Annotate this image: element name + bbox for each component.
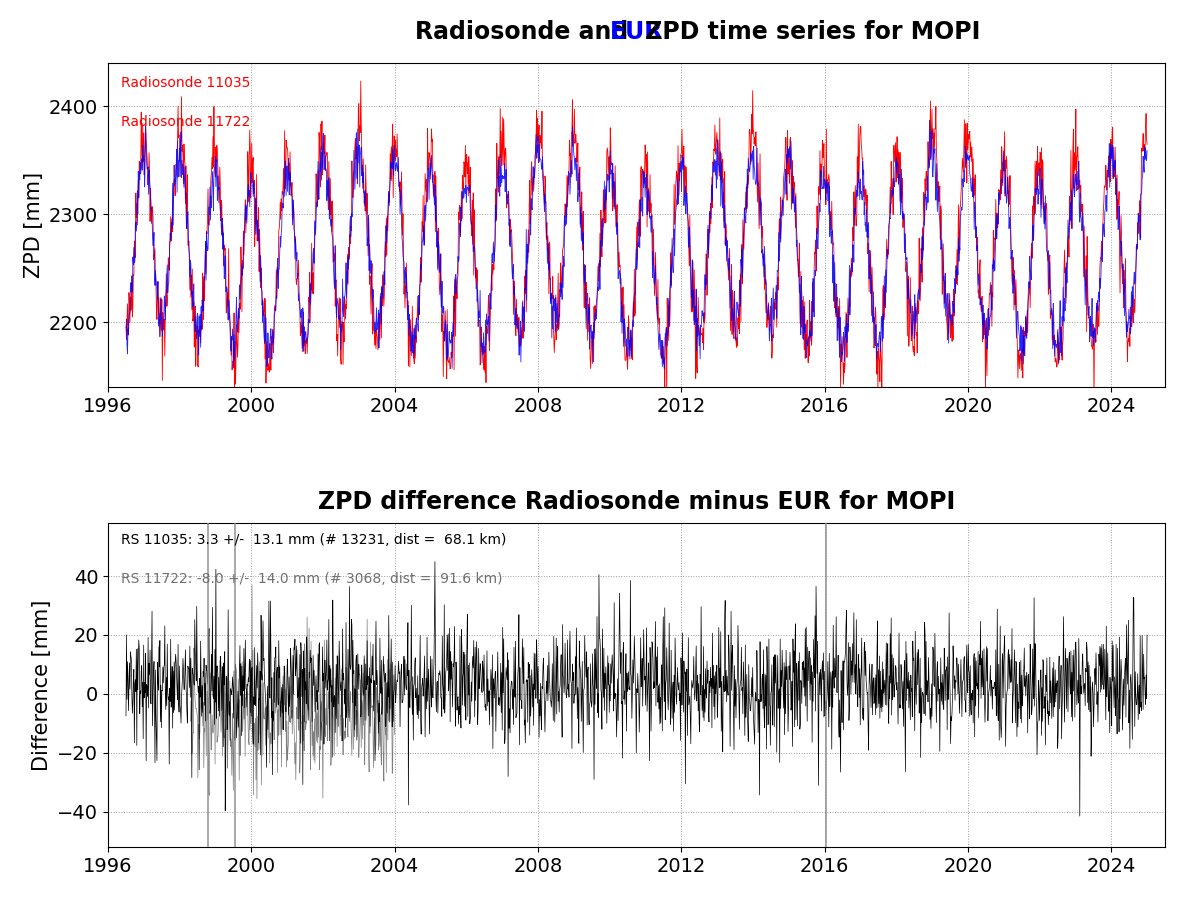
Text: Radiosonde and: Radiosonde and: [416, 20, 637, 43]
Title: ZPD difference Radiosonde minus EUR for MOPI: ZPD difference Radiosonde minus EUR for …: [318, 490, 955, 514]
Text: Radiosonde 11722: Radiosonde 11722: [121, 115, 250, 129]
Y-axis label: Difference [mm]: Difference [mm]: [31, 599, 52, 770]
Text: RS 11722: -8.0 +/-  14.0 mm (# 3068, dist =  91.6 km): RS 11722: -8.0 +/- 14.0 mm (# 3068, dist…: [121, 571, 502, 586]
Text: EUR: EUR: [610, 20, 663, 43]
Text: Radiosonde 11035: Radiosonde 11035: [121, 76, 250, 90]
Y-axis label: ZPD [mm]: ZPD [mm]: [24, 172, 43, 278]
Text: RS 11035: 3.3 +/-  13.1 mm (# 13231, dist =  68.1 km): RS 11035: 3.3 +/- 13.1 mm (# 13231, dist…: [121, 532, 506, 547]
Text: ZPD time series for MOPI: ZPD time series for MOPI: [637, 20, 980, 43]
